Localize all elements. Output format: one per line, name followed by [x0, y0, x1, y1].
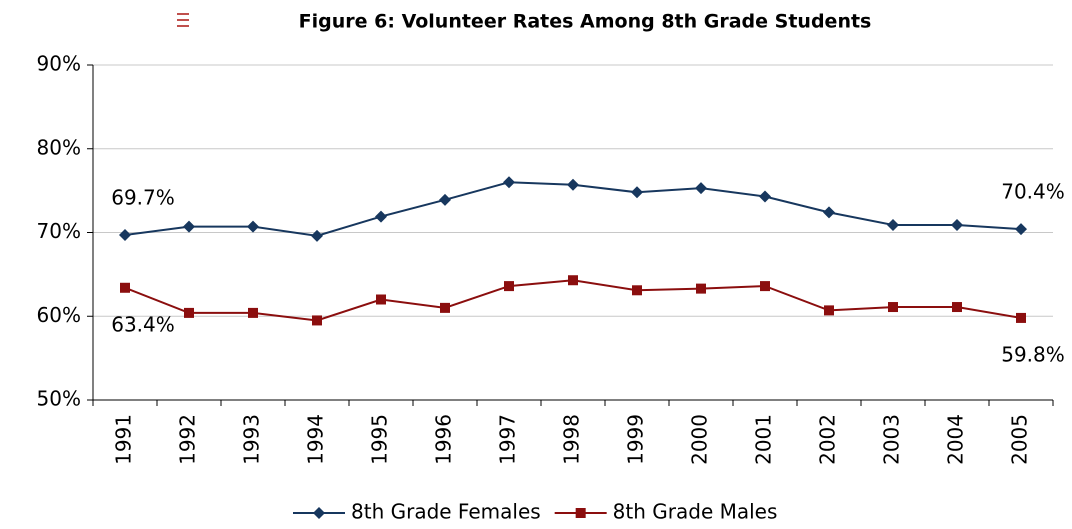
y-tick-label: 70%	[37, 219, 81, 243]
marker	[184, 307, 194, 318]
marker	[696, 283, 706, 294]
marker	[248, 307, 258, 318]
y-tick-label: 50%	[37, 387, 81, 411]
y-tick-label: 80%	[37, 135, 81, 159]
x-tick-label: 1997	[496, 414, 520, 465]
marker	[440, 302, 450, 313]
x-tick-label: 1992	[176, 414, 200, 465]
marker	[1015, 223, 1027, 236]
x-tick-label: 1993	[240, 414, 264, 465]
menu-icon	[177, 13, 189, 27]
marker	[504, 281, 514, 292]
marker	[1016, 312, 1026, 323]
marker	[695, 182, 707, 195]
marker	[824, 305, 834, 316]
marker	[632, 285, 642, 296]
x-tick-label: 1994	[304, 414, 328, 465]
marker	[568, 275, 578, 286]
x-tick-label: 1991	[112, 414, 136, 465]
x-tick-label: 1998	[560, 414, 584, 465]
marker	[887, 218, 899, 231]
x-tick-label: 2002	[816, 414, 840, 465]
marker	[247, 220, 259, 233]
marker	[119, 229, 131, 242]
legend-label: 8th Grade Males	[613, 500, 778, 524]
marker	[183, 220, 195, 233]
x-tick-label: 1999	[624, 414, 648, 465]
chart-title: Figure 6: Volunteer Rates Among 8th Grad…	[299, 11, 872, 33]
marker	[823, 206, 835, 219]
legend-marker	[575, 508, 586, 518]
legend-marker	[313, 507, 325, 519]
marker	[951, 218, 963, 231]
data-label: 69.7%	[111, 186, 175, 210]
x-tick-label: 2003	[880, 414, 904, 465]
y-tick-label: 60%	[37, 303, 81, 327]
x-tick-label: 2001	[752, 414, 776, 465]
series-line	[124, 279, 1022, 322]
marker	[888, 302, 898, 313]
marker	[952, 302, 962, 313]
marker	[439, 193, 451, 206]
marker	[375, 210, 387, 223]
legend-item: 8th Grade Males	[554, 500, 778, 524]
x-tick-label: 1996	[432, 414, 456, 465]
marker	[503, 176, 515, 189]
y-tick-label: 90%	[37, 52, 81, 76]
marker	[631, 186, 643, 199]
legend-label: 8th Grade Females	[351, 500, 541, 524]
marker	[567, 178, 579, 191]
data-label: 70.4%	[1001, 180, 1065, 204]
data-label: 59.8%	[1001, 342, 1065, 366]
x-tick-label: 2005	[1008, 414, 1032, 465]
x-tick-label: 1995	[368, 414, 392, 465]
marker	[120, 282, 130, 293]
marker	[759, 190, 771, 203]
x-tick-label: 2000	[688, 414, 712, 465]
marker	[760, 281, 770, 292]
x-tick-label: 2004	[944, 414, 968, 465]
marker	[376, 294, 386, 305]
data-label: 63.4%	[111, 312, 175, 336]
marker	[311, 229, 323, 242]
marker	[312, 315, 322, 326]
legend-item: 8th Grade Females	[293, 500, 541, 524]
